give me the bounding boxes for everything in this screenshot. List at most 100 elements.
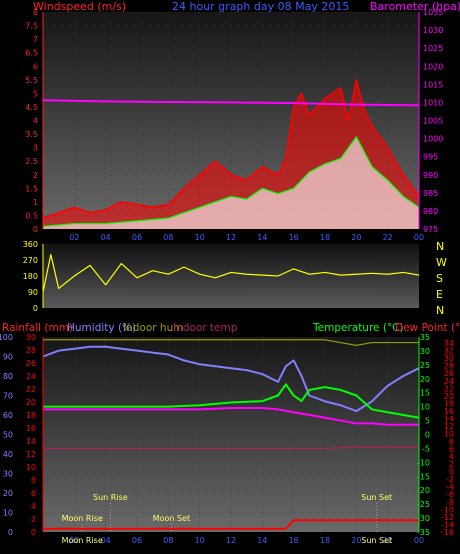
chart-date-title: 24 hour graph day 08 May 2015 (172, 0, 349, 13)
x-tick-label-top: 08 (163, 233, 173, 242)
event-label: Sun Rise (93, 493, 128, 502)
wind-left-tick-label: 4.5 (25, 103, 38, 112)
temperature-tick-label: 15 (420, 389, 430, 398)
x-tick-label-top: 22 (383, 233, 393, 242)
temperature-tick-label: -30 (417, 514, 430, 523)
dewpoint-tick-label: 12 (444, 422, 454, 431)
dir-tick-label: 270 (23, 256, 38, 265)
x-tick-label-top: 06 (132, 233, 142, 242)
temperature-tick-label: 35 (420, 333, 430, 342)
barometer-line (42, 99, 420, 107)
dewpoint-tick-label: 8 (449, 437, 454, 446)
dewpoint-tick-label: 30 (444, 354, 454, 363)
humidity-tick-label: 100 (0, 333, 13, 342)
wind-direction-line (42, 254, 420, 293)
indoor-temp-axis-title: Indoor temp (173, 322, 238, 334)
wind-left-tick-label: 1 (33, 198, 38, 207)
bottom-event-label: Sun Set (361, 536, 392, 545)
event-label: Moon Rise (62, 514, 103, 523)
x-tick-label-bottom: 06 (132, 536, 142, 545)
wind-average-line (42, 136, 420, 227)
x-tick-label-top: 10 (195, 233, 205, 242)
wind-left-tick-label: 5.5 (25, 76, 38, 85)
wind-left-tick-label: 3.5 (25, 130, 38, 139)
dewpoint-tick-label: -6 (446, 490, 454, 499)
humidity-tick-label: 70 (3, 392, 13, 401)
indoor_hum-line (43, 339, 419, 346)
x-tick-label-bottom: 12 (226, 536, 236, 545)
baro-right-tick-label: 995 (423, 153, 438, 162)
rain-tick-label: 18 (26, 411, 36, 420)
dewpoint-tick-label: 6 (449, 445, 454, 454)
dir-tick-label: 0 (33, 304, 38, 313)
temperature-tick-label: -15 (417, 472, 430, 481)
humidity-axis-title: Humidity (%) (67, 322, 136, 334)
dir-tick-label: 360 (23, 240, 38, 249)
x-tick-label-bottom: 14 (257, 536, 267, 545)
temperature-tick-label: 25 (420, 361, 430, 370)
x-tick-label-bottom: 00 (414, 536, 424, 545)
dewpoint-tick-label: 10 (444, 430, 454, 439)
wind-left-tick-label: 5 (33, 89, 38, 98)
baro-axis-title: Barometer (hpa) (370, 0, 460, 13)
x-tick-label-top: 18 (320, 233, 330, 242)
humidity-tick-label: 90 (3, 353, 13, 362)
dewpoint-tick-label: 0 (449, 468, 454, 477)
wind-left-tick-label: 1.5 (25, 184, 38, 193)
rain-tick-label: 2 (31, 515, 36, 524)
temperature-line (43, 383, 420, 419)
x-tick-label-bottom: 22 (383, 536, 393, 545)
x-tick-label-bottom: 02 (69, 536, 79, 545)
humidity-tick-label: 20 (3, 489, 13, 498)
humidity-line (42, 345, 420, 413)
baro-right-tick-label: 990 (423, 171, 438, 180)
dir-tick-label: 180 (23, 272, 38, 281)
dewpoint-tick-label: -4 (446, 483, 454, 492)
x-tick-label-top: 00 (414, 233, 424, 242)
dewpoint-tick-label: -14 (441, 520, 454, 529)
wind-left-tick-label: 0.5 (25, 211, 38, 220)
temperature-tick-label: -20 (417, 486, 430, 495)
baro-right-tick-label: 1030 (423, 26, 443, 35)
rain-tick-label: 14 (26, 437, 36, 446)
humidity-tick-label: 60 (3, 411, 13, 420)
dewpoint-tick-label: 18 (444, 399, 454, 408)
rain-tick-label: 16 (26, 424, 36, 433)
temperature-tick-label: -25 (417, 500, 430, 509)
rain-tick-label: 4 (31, 502, 36, 511)
wind-speed-line (42, 79, 420, 219)
rain-tick-label: 12 (26, 450, 36, 459)
x-tick-label-bottom: 18 (320, 536, 330, 545)
x-tick-label-top: 16 (289, 233, 299, 242)
rain-tick-label: 30 (26, 333, 36, 342)
wind-left-tick-label: 7 (33, 35, 38, 44)
dewpoint-tick-label: 4 (449, 452, 454, 461)
compass-e: E (436, 288, 443, 301)
compass-n-bottom: N (436, 304, 444, 317)
x-tick-label-bottom: 20 (351, 536, 361, 545)
wind-left-tick-label: 6 (33, 62, 38, 71)
temperature-tick-label: 10 (420, 403, 430, 412)
rain-line (43, 519, 419, 530)
compass-w: W (436, 256, 447, 269)
temperature-tick-label: 20 (420, 375, 430, 384)
humidity-tick-label: 0 (8, 528, 13, 537)
baro-right-tick-label: 1035 (423, 8, 443, 17)
baro-right-tick-label: 1015 (423, 80, 443, 89)
rain-tick-label: 8 (31, 476, 36, 485)
wind-average-area (43, 136, 419, 229)
compass-s: S (436, 272, 443, 285)
dewpoint-tick-label: -10 (441, 505, 454, 514)
humidity-tick-label: 40 (3, 450, 13, 459)
baro-right-tick-label: 1025 (423, 44, 443, 53)
rain-tick-label: 10 (26, 463, 36, 472)
wind-left-tick-label: 6.5 (25, 49, 38, 58)
x-tick-label-top: 14 (257, 233, 267, 242)
temperature-axis-title: Temperature (°C) (312, 322, 404, 334)
dewpoint-line (43, 407, 419, 426)
rain-tick-label: 24 (26, 372, 36, 381)
x-tick-label-top: 02 (69, 233, 79, 242)
dewpoint-tick-label: 24 (444, 377, 454, 386)
